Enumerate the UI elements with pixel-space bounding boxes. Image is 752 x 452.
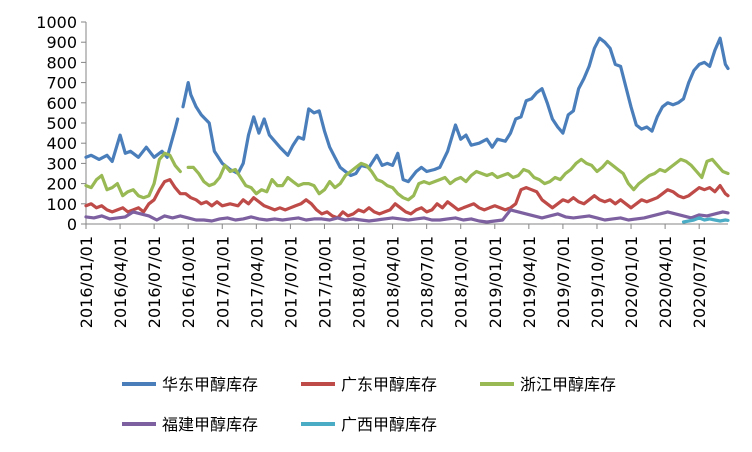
x-tick-label: 2017/07/01 [281, 236, 300, 328]
x-tick-label: 2018/01/01 [350, 236, 369, 328]
x-tick-label: 2017/01/01 [213, 236, 232, 328]
y-tick-label: 300 [46, 154, 77, 173]
series-line-3 [84, 208, 730, 224]
y-tick-label: 900 [46, 33, 77, 52]
legend-label-3: 福建甲醇库存 [162, 415, 258, 434]
x-tick-label: 2020/07/01 [690, 236, 709, 328]
x-tick-label: 2016/01/01 [77, 236, 96, 328]
legend-label-0: 华东甲醇库存 [162, 375, 258, 394]
y-tick-label: 100 [46, 195, 77, 214]
series-line-0 [84, 36, 730, 184]
legend-label-1: 广东甲醇库存 [341, 375, 437, 394]
series-line-1 [84, 178, 730, 220]
x-axis-ticks: 2016/01/01 2016/04/01 2016/07/01 2016/10/01… [77, 224, 709, 328]
x-tick-label: 2017/10/01 [315, 236, 334, 328]
series-line-4 [681, 216, 730, 224]
x-tick-label: 2016/04/01 [111, 236, 130, 328]
x-tick-label: 2019/10/01 [588, 236, 607, 328]
x-tick-label: 2017/04/01 [247, 236, 266, 328]
x-tick-label: 2020/01/01 [622, 236, 641, 328]
y-tick-label: 700 [46, 74, 77, 93]
x-tick-label: 2019/07/01 [554, 236, 573, 328]
y-tick-label: 400 [46, 134, 77, 153]
legend-label-4: 广西甲醇库存 [341, 415, 437, 434]
legend-label-2: 浙江甲醇库存 [520, 375, 616, 394]
y-tick-label: 500 [46, 114, 77, 133]
y-tick-label: 800 [46, 53, 77, 72]
y-tick-label: 0 [67, 215, 77, 234]
y-tick-label: 1000 [36, 13, 77, 32]
series-line-2 [84, 151, 730, 202]
series-lines [84, 36, 730, 224]
x-tick-label: 2016/10/01 [179, 236, 198, 328]
x-tick-label: 2018/07/01 [418, 236, 437, 328]
x-tick-label: 2019/04/01 [520, 236, 539, 328]
x-tick-label: 2018/10/01 [452, 236, 471, 328]
x-tick-label: 2016/07/01 [145, 236, 164, 328]
x-tick-label: 2019/01/01 [486, 236, 505, 328]
y-tick-label: 600 [46, 94, 77, 113]
x-tick-label: 2018/04/01 [384, 236, 403, 328]
y-tick-label: 200 [46, 175, 77, 194]
x-tick-label: 2020/04/01 [656, 236, 675, 328]
